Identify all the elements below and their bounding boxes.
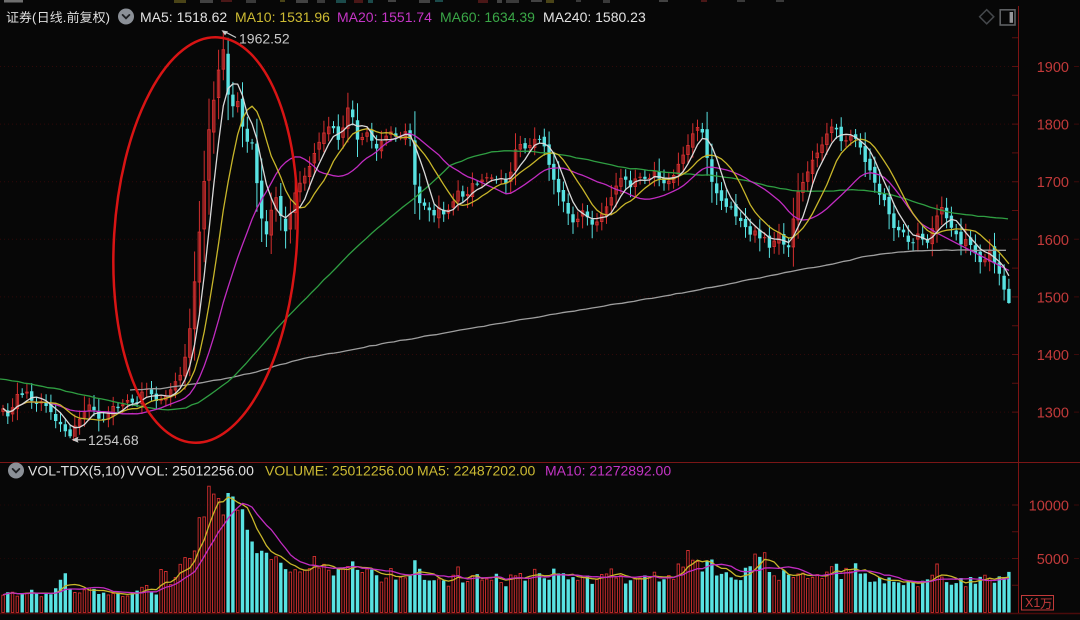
svg-text:1254.68: 1254.68 (88, 432, 139, 448)
svg-text:(: ( (32, 10, 37, 25)
svg-text:VOLUME: 25012256.00: VOLUME: 25012256.00 (265, 463, 414, 479)
svg-text:1962.52: 1962.52 (239, 31, 290, 47)
svg-text:MA10: 1531.96: MA10: 1531.96 (235, 9, 330, 25)
svg-text:MA240: 1580.23: MA240: 1580.23 (543, 9, 646, 25)
svg-text:.: . (63, 10, 67, 25)
svg-text:X1: X1 (1025, 596, 1040, 610)
svg-text:10000: 10000 (1029, 499, 1069, 515)
svg-text:1800: 1800 (1037, 118, 1069, 134)
svg-text:MA20: 1551.74: MA20: 1551.74 (337, 9, 432, 25)
svg-text:): ) (106, 10, 110, 25)
svg-text:1600: 1600 (1037, 233, 1069, 249)
svg-text:MA5: 1518.62: MA5: 1518.62 (140, 9, 227, 25)
svg-text:5000: 5000 (1037, 552, 1069, 568)
svg-text:VVOL: 25012256.00: VVOL: 25012256.00 (127, 463, 254, 479)
svg-text:1500: 1500 (1037, 290, 1069, 306)
svg-text:1300: 1300 (1037, 406, 1069, 422)
svg-text:1400: 1400 (1037, 348, 1069, 364)
svg-text:VOL-TDX(5,10): VOL-TDX(5,10) (28, 463, 125, 479)
svg-text:MA60: 1634.39: MA60: 1634.39 (440, 9, 535, 25)
svg-text:1700: 1700 (1037, 175, 1069, 191)
svg-text:1900: 1900 (1037, 60, 1069, 76)
svg-text:MA5: 22487202.00: MA5: 22487202.00 (417, 463, 536, 479)
svg-text:MA10: 21272892.00: MA10: 21272892.00 (545, 463, 671, 479)
